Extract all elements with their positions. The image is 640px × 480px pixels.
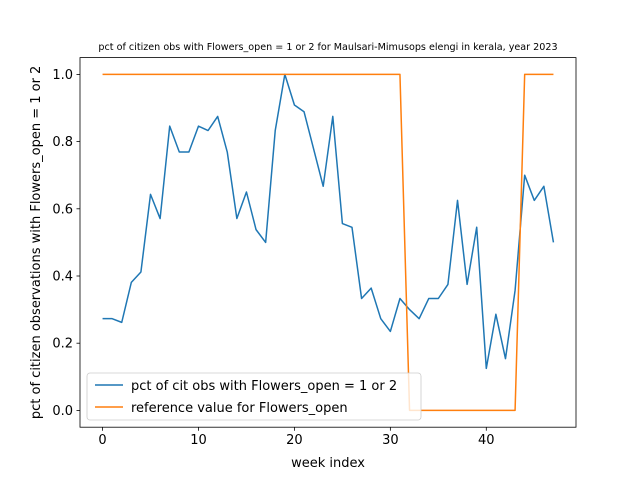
x-tick-label: 40 (478, 433, 495, 448)
x-tick-label: 30 (382, 433, 399, 448)
x-tick-label: 0 (98, 433, 106, 448)
x-tick-label: 10 (190, 433, 207, 448)
chart-title: pct of citizen obs with Flowers_open = 1… (98, 42, 557, 53)
legend-label-series-1: pct of cit obs with Flowers_open = 1 or … (131, 379, 397, 394)
y-axis: 0.0 0.2 0.4 0.6 0.8 1.0 (52, 68, 80, 419)
series-2-line (102, 73, 554, 412)
series-1-line (102, 73, 555, 370)
y-axis-label: pct of citizen observations with Flowers… (29, 66, 44, 419)
y-tick-label: 1.0 (52, 68, 73, 83)
series-layer (102, 73, 555, 412)
y-tick-label: 0.2 (52, 337, 73, 352)
legend: pct of cit obs with Flowers_open = 1 or … (86, 372, 422, 421)
x-axis: 0 10 20 30 40 (98, 427, 495, 448)
x-tick-label: 20 (286, 433, 303, 448)
x-axis-label: week index (291, 456, 365, 471)
y-tick-label: 0.8 (52, 135, 73, 150)
y-tick-label: 0.6 (52, 202, 73, 217)
plot-area (80, 57, 576, 428)
y-tick-label: 0.4 (52, 270, 73, 285)
legend-box (86, 372, 422, 421)
plot-frame (79, 57, 577, 428)
legend-label-series-2: reference value for Flowers_open (131, 401, 348, 416)
y-tick-label: 0.0 (52, 404, 73, 419)
